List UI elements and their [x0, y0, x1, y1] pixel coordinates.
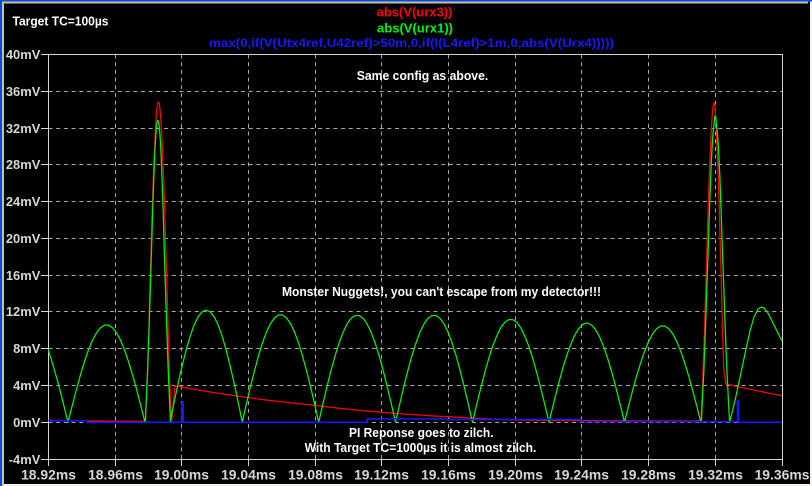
- svg-text:24mV: 24mV: [6, 194, 41, 209]
- svg-text:18.92ms: 18.92ms: [21, 466, 76, 482]
- svg-text:19.28ms: 19.28ms: [621, 466, 676, 482]
- svg-text:36mV: 36mV: [6, 84, 41, 99]
- svg-text:19.36ms: 19.36ms: [755, 466, 810, 482]
- svg-text:19.04ms: 19.04ms: [221, 466, 276, 482]
- svg-text:19.20ms: 19.20ms: [488, 466, 543, 482]
- svg-text:32mV: 32mV: [6, 121, 41, 136]
- svg-text:Target TC=100µs: Target TC=100µs: [13, 13, 109, 28]
- svg-text:40mV: 40mV: [6, 47, 41, 62]
- svg-text:Monster Nuggets!, you can't es: Monster Nuggets!, you can't escape from …: [282, 285, 601, 299]
- svg-text:With Target TC=1000µs it is al: With Target TC=1000µs it is almost zilch…: [305, 441, 537, 455]
- svg-text:max(0,if(V(Utx4ref,U42ref)>50m: max(0,if(V(Utx4ref,U42ref)>50m,0,if(I(L4…: [209, 36, 614, 50]
- svg-text:Same config as above.: Same config as above.: [357, 69, 489, 83]
- svg-text:0mV: 0mV: [13, 415, 41, 430]
- svg-text:-4mV: -4mV: [9, 452, 41, 467]
- svg-text:19.12ms: 19.12ms: [354, 466, 409, 482]
- svg-text:19.16ms: 19.16ms: [421, 466, 476, 482]
- svg-text:28mV: 28mV: [6, 157, 41, 172]
- svg-text:16mV: 16mV: [6, 268, 41, 283]
- svg-text:19.24ms: 19.24ms: [554, 466, 609, 482]
- svg-text:12mV: 12mV: [6, 304, 41, 319]
- svg-text:abs(V(urx1)): abs(V(urx1)): [377, 20, 453, 35]
- svg-text:19.32ms: 19.32ms: [688, 466, 743, 482]
- svg-text:20mV: 20mV: [6, 231, 41, 246]
- svg-text:8mV: 8mV: [13, 341, 41, 356]
- svg-text:19.08ms: 19.08ms: [288, 466, 343, 482]
- svg-text:19.00ms: 19.00ms: [154, 466, 209, 482]
- svg-text:18.96ms: 18.96ms: [88, 466, 143, 482]
- svg-text:abs(V(urx3)): abs(V(urx3)): [377, 4, 453, 19]
- svg-text:4mV: 4mV: [13, 378, 41, 393]
- svg-text:PI Reponse goes to zilch.: PI Reponse goes to zilch.: [349, 426, 494, 440]
